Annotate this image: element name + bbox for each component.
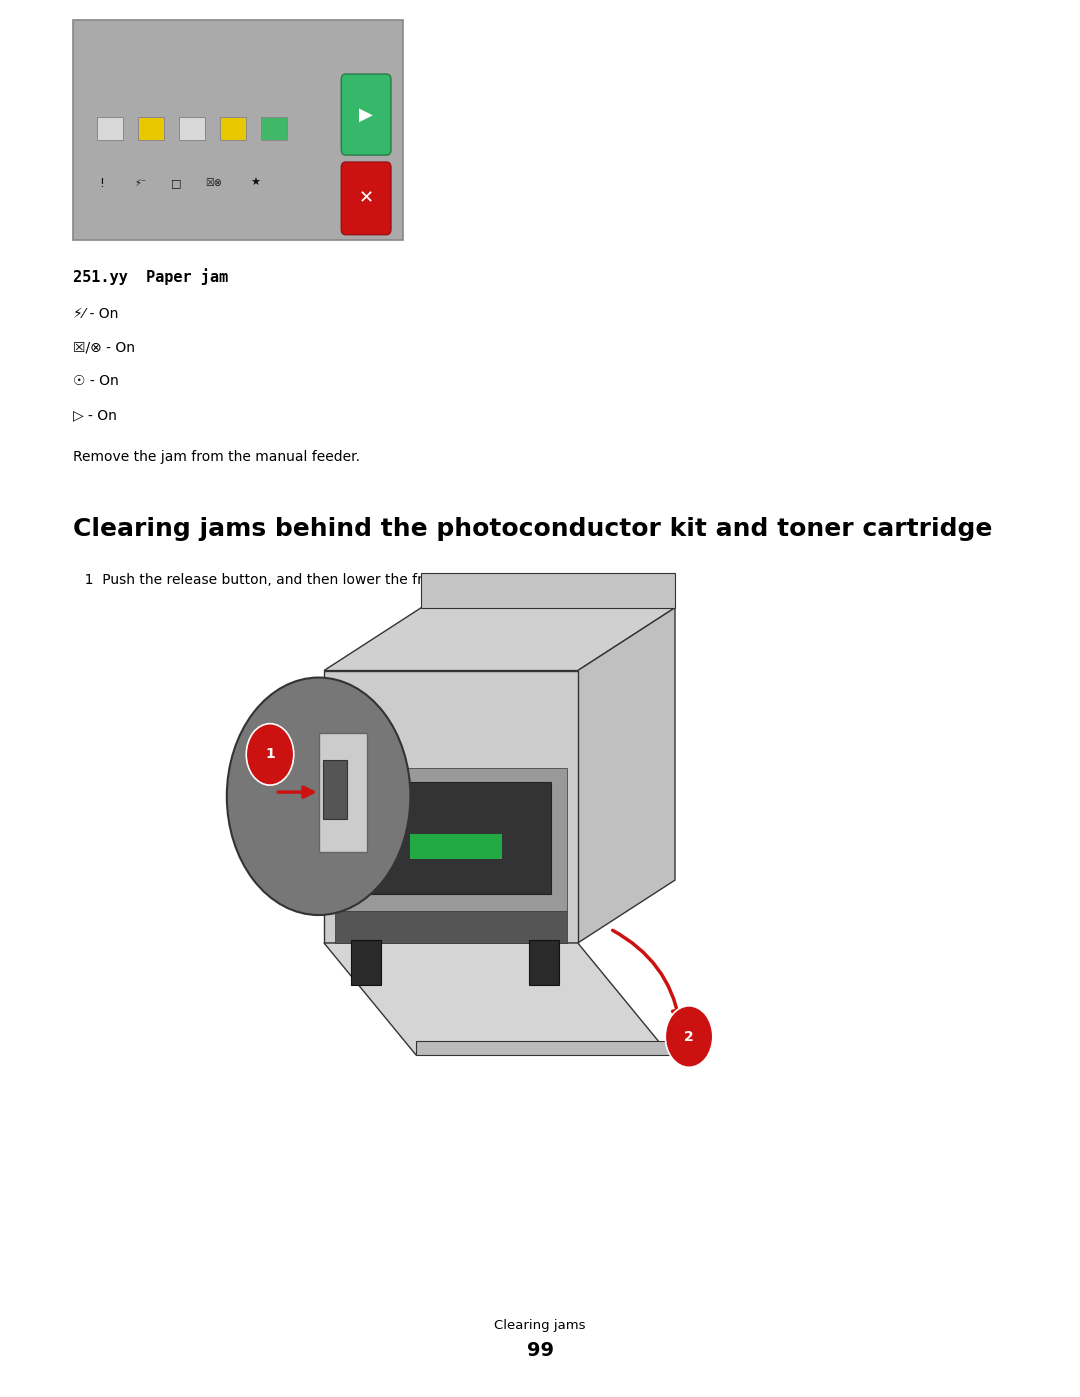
FancyBboxPatch shape xyxy=(97,117,123,140)
Text: 99: 99 xyxy=(527,1341,554,1361)
Polygon shape xyxy=(324,608,675,671)
Text: ⚡⁄ - On: ⚡⁄ - On xyxy=(73,307,119,321)
FancyBboxPatch shape xyxy=(179,117,205,140)
Text: ⚡⁻: ⚡⁻ xyxy=(134,177,147,189)
FancyBboxPatch shape xyxy=(261,117,287,140)
Text: ☉ - On: ☉ - On xyxy=(73,374,119,388)
FancyBboxPatch shape xyxy=(351,940,381,985)
Text: ★: ★ xyxy=(249,177,260,189)
FancyBboxPatch shape xyxy=(410,834,502,859)
Polygon shape xyxy=(335,911,567,943)
Polygon shape xyxy=(335,768,567,911)
Circle shape xyxy=(227,678,410,915)
FancyArrowPatch shape xyxy=(279,787,313,798)
Polygon shape xyxy=(324,943,670,1055)
Text: 251.yy  Paper jam: 251.yy Paper jam xyxy=(73,268,229,285)
Text: ✕: ✕ xyxy=(359,190,374,207)
Circle shape xyxy=(665,1006,713,1067)
Polygon shape xyxy=(416,1041,670,1055)
FancyBboxPatch shape xyxy=(529,940,559,985)
Text: ▶: ▶ xyxy=(360,106,373,123)
Polygon shape xyxy=(351,782,551,894)
FancyBboxPatch shape xyxy=(341,74,391,155)
Polygon shape xyxy=(421,573,675,608)
Text: □: □ xyxy=(171,177,181,189)
Polygon shape xyxy=(319,733,367,852)
Text: Clearing jams behind the photoconductor kit and toner cartridge: Clearing jams behind the photoconductor … xyxy=(73,517,993,541)
FancyBboxPatch shape xyxy=(341,162,391,235)
FancyArrowPatch shape xyxy=(612,930,683,1020)
Polygon shape xyxy=(324,671,578,943)
Text: 1: 1 xyxy=(265,747,275,761)
Text: ☒⊗: ☒⊗ xyxy=(205,177,222,189)
FancyBboxPatch shape xyxy=(138,117,164,140)
FancyBboxPatch shape xyxy=(220,117,246,140)
Text: 1  Push the release button, and then lower the front door.: 1 Push the release button, and then lowe… xyxy=(73,573,485,587)
Circle shape xyxy=(246,724,294,785)
Text: !: ! xyxy=(99,176,104,190)
Text: Remove the jam from the manual feeder.: Remove the jam from the manual feeder. xyxy=(73,450,361,464)
FancyBboxPatch shape xyxy=(323,760,347,819)
FancyBboxPatch shape xyxy=(73,20,403,240)
Text: 2: 2 xyxy=(684,1030,694,1044)
Text: ☒/⊗ - On: ☒/⊗ - On xyxy=(73,341,135,355)
Polygon shape xyxy=(578,608,675,943)
Text: Clearing jams: Clearing jams xyxy=(495,1319,585,1331)
Text: ▷ - On: ▷ - On xyxy=(73,408,118,422)
